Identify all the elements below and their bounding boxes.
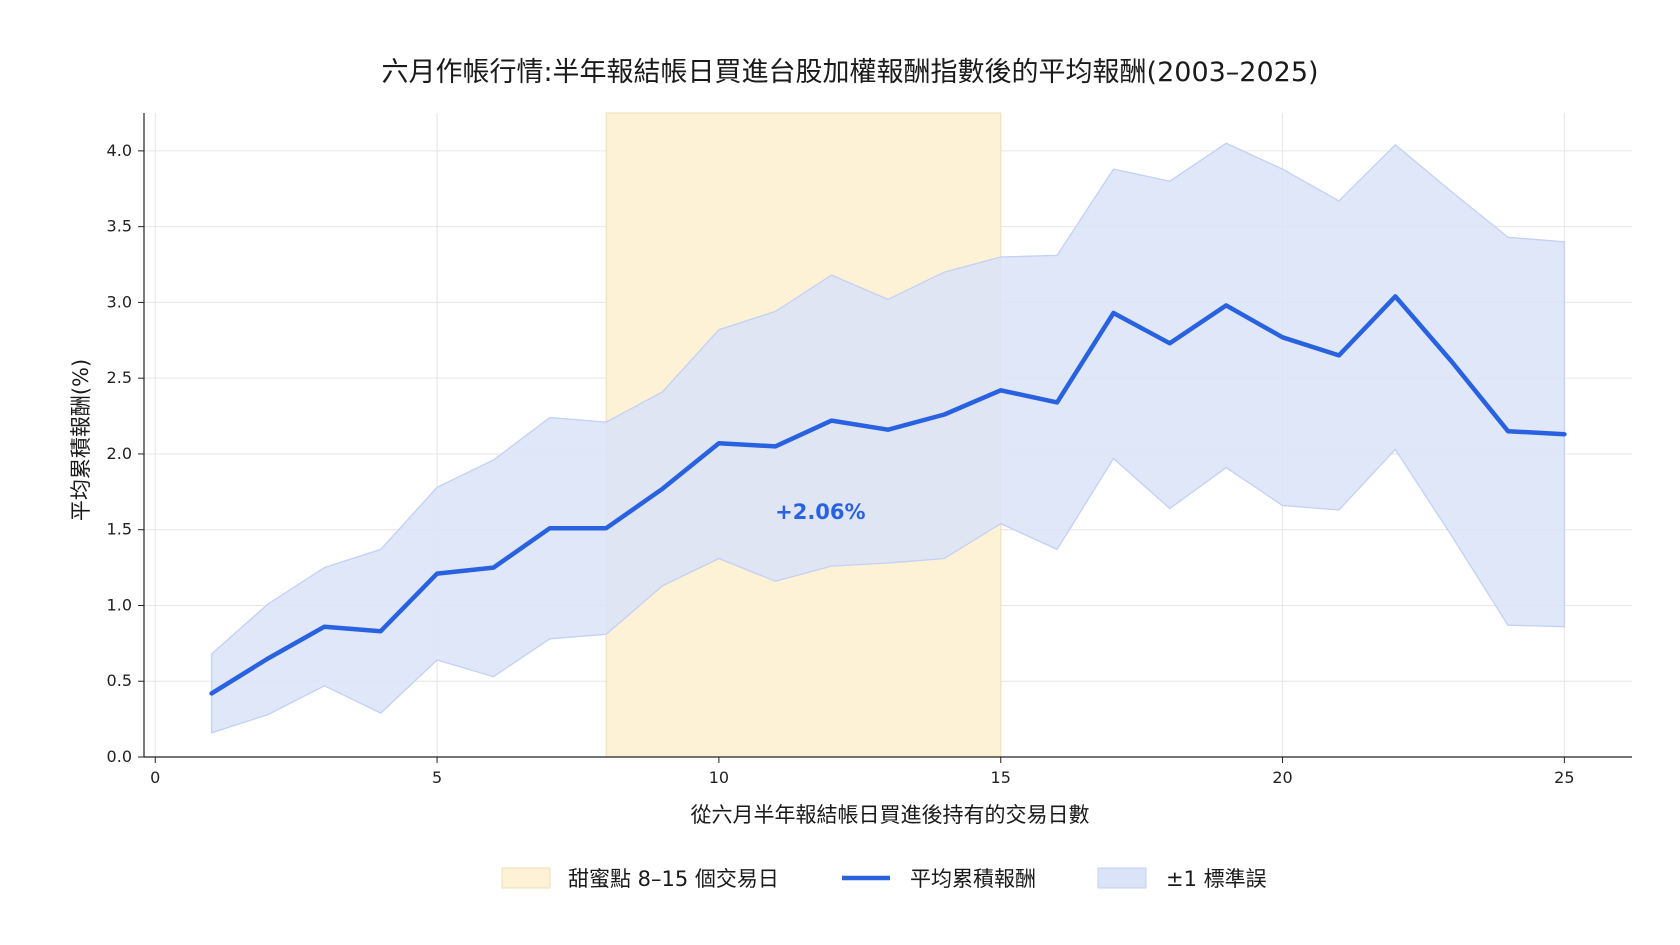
band-layer — [210, 142, 1566, 734]
legend: 甜蜜點 8–15 個交易日 平均累積報酬 ±1 標準誤 — [501, 867, 1267, 891]
tick-layer: 0.0 0.5 1.0 1.5 2.0 2.5 3.0 3.5 4.0 0 5 10 15 20 25 — [107, 141, 1575, 787]
x-tick-label: 5 — [432, 768, 442, 787]
annotation-layer: +2.06% — [775, 500, 865, 524]
x-tick-label: 0 — [150, 768, 160, 787]
legend-swatch-highlight — [501, 867, 551, 889]
y-tick-label: 2.5 — [107, 368, 132, 387]
line-layer — [209, 294, 1567, 696]
x-tick-label: 25 — [1554, 768, 1574, 787]
y-tick-label: 0.5 — [107, 671, 132, 690]
legend-swatch-band — [1097, 867, 1147, 889]
y-tick-label: 3.0 — [107, 292, 132, 311]
std-error-band — [210, 142, 1566, 734]
y-tick-label: 4.0 — [107, 141, 132, 160]
annotation-label: +2.06% — [775, 500, 865, 524]
chart-title: 六月作帳行情:半年報結帳日買進台股加權報酬指數後的平均報酬(2003–2025) — [381, 57, 1318, 88]
y-tick-label: 0.0 — [107, 747, 132, 766]
y-tick-label: 1.5 — [107, 520, 132, 539]
legend-label-band: ±1 標準誤 — [1166, 867, 1267, 891]
y-tick-label: 3.5 — [107, 217, 132, 236]
legend-label-line: 平均累積報酬 — [910, 867, 1036, 891]
legend-label-highlight: 甜蜜點 8–15 個交易日 — [568, 867, 779, 891]
x-axis-label: 從六月半年報結帳日買進後持有的交易日數 — [691, 803, 1090, 827]
x-tick-label: 15 — [991, 768, 1011, 787]
axis-layer — [143, 113, 1632, 758]
x-tick-label: 20 — [1272, 768, 1292, 787]
y-tick-label: 2.0 — [107, 444, 132, 463]
x-tick-label: 10 — [709, 768, 729, 787]
y-tick-label: 1.0 — [107, 595, 132, 614]
y-axis-label: 平均累積報酬(%) — [69, 359, 93, 521]
